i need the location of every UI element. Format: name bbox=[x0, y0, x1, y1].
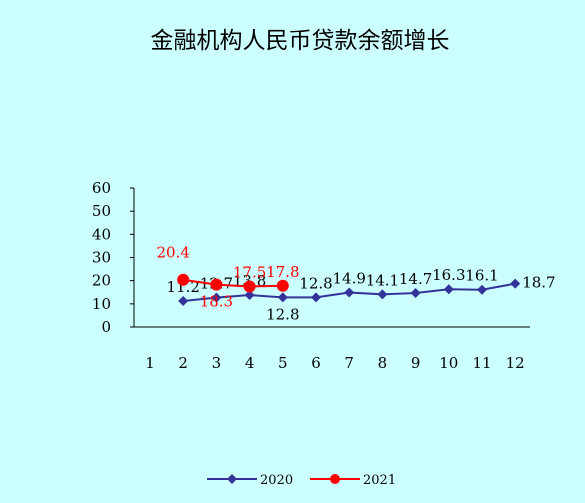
chart-title: 金融机构人民币贷款余额增长 bbox=[151, 28, 450, 54]
legend-marker-2020 bbox=[227, 474, 237, 484]
data-label-2020: 16.3 bbox=[432, 266, 465, 284]
data-label-2020: 12.8 bbox=[266, 305, 299, 323]
data-label-2020: 12.8 bbox=[299, 274, 332, 292]
series-line-2021 bbox=[183, 278, 283, 288]
data-label-2020: 18.7 bbox=[522, 274, 555, 292]
y-tick-label: 0 bbox=[101, 318, 111, 336]
data-label-2020: 11.2 bbox=[166, 278, 199, 296]
y-tick-label: 50 bbox=[92, 202, 111, 220]
data-point-2020 bbox=[443, 284, 454, 295]
x-tick-label: 7 bbox=[344, 354, 354, 372]
legend-label-2020: 2020 bbox=[260, 473, 293, 488]
data-label-2020: 14.1 bbox=[366, 271, 399, 289]
data-label-2021: 17.8 bbox=[266, 263, 299, 281]
data-point-2020 bbox=[211, 292, 222, 303]
data-label-2020: 16.1 bbox=[465, 267, 498, 285]
x-tick-label: 5 bbox=[278, 354, 288, 372]
y-tick-label: 10 bbox=[92, 295, 111, 313]
x-tick-label: 12 bbox=[506, 354, 525, 372]
data-point-2020 bbox=[344, 287, 355, 298]
data-label-2020: 14.9 bbox=[332, 269, 365, 287]
data-label-2020: 14.7 bbox=[399, 270, 432, 288]
x-tick-label: 3 bbox=[212, 354, 222, 372]
data-point-2020 bbox=[244, 290, 255, 301]
data-point-2020 bbox=[178, 296, 189, 307]
y-tick-label: 60 bbox=[92, 179, 111, 197]
plot-area: 010203040506012345678910111211.212.713.8… bbox=[92, 179, 556, 372]
data-point-2021 bbox=[243, 280, 256, 293]
y-tick-label: 20 bbox=[92, 272, 111, 290]
data-label-2021: 17.5 bbox=[233, 263, 266, 281]
legend: 2020 2021 bbox=[207, 473, 396, 488]
data-point-2020 bbox=[477, 284, 487, 295]
x-tick-label: 4 bbox=[245, 354, 255, 372]
x-tick-label: 9 bbox=[411, 354, 421, 372]
y-tick-label: 30 bbox=[92, 249, 111, 267]
data-point-2020 bbox=[410, 287, 421, 298]
data-point-2020 bbox=[377, 289, 388, 300]
x-tick-label: 10 bbox=[439, 354, 458, 372]
data-point-2020 bbox=[277, 292, 288, 303]
data-point-2020 bbox=[510, 278, 521, 289]
legend-marker-2021 bbox=[330, 474, 340, 484]
x-tick-label: 8 bbox=[378, 354, 388, 372]
x-tick-label: 6 bbox=[311, 354, 321, 372]
data-point-2021 bbox=[177, 273, 190, 286]
x-tick-label: 1 bbox=[145, 354, 155, 372]
x-tick-label: 2 bbox=[178, 354, 188, 372]
data-point-2020 bbox=[311, 292, 321, 303]
x-tick-label: 11 bbox=[472, 354, 491, 372]
data-point-2021 bbox=[276, 279, 289, 292]
y-tick-label: 40 bbox=[92, 225, 111, 243]
data-label-2021: 20.4 bbox=[156, 244, 189, 262]
legend-label-2021: 2021 bbox=[363, 473, 396, 488]
data-point-2021 bbox=[210, 278, 223, 291]
data-label-2021: 18.3 bbox=[200, 293, 233, 311]
